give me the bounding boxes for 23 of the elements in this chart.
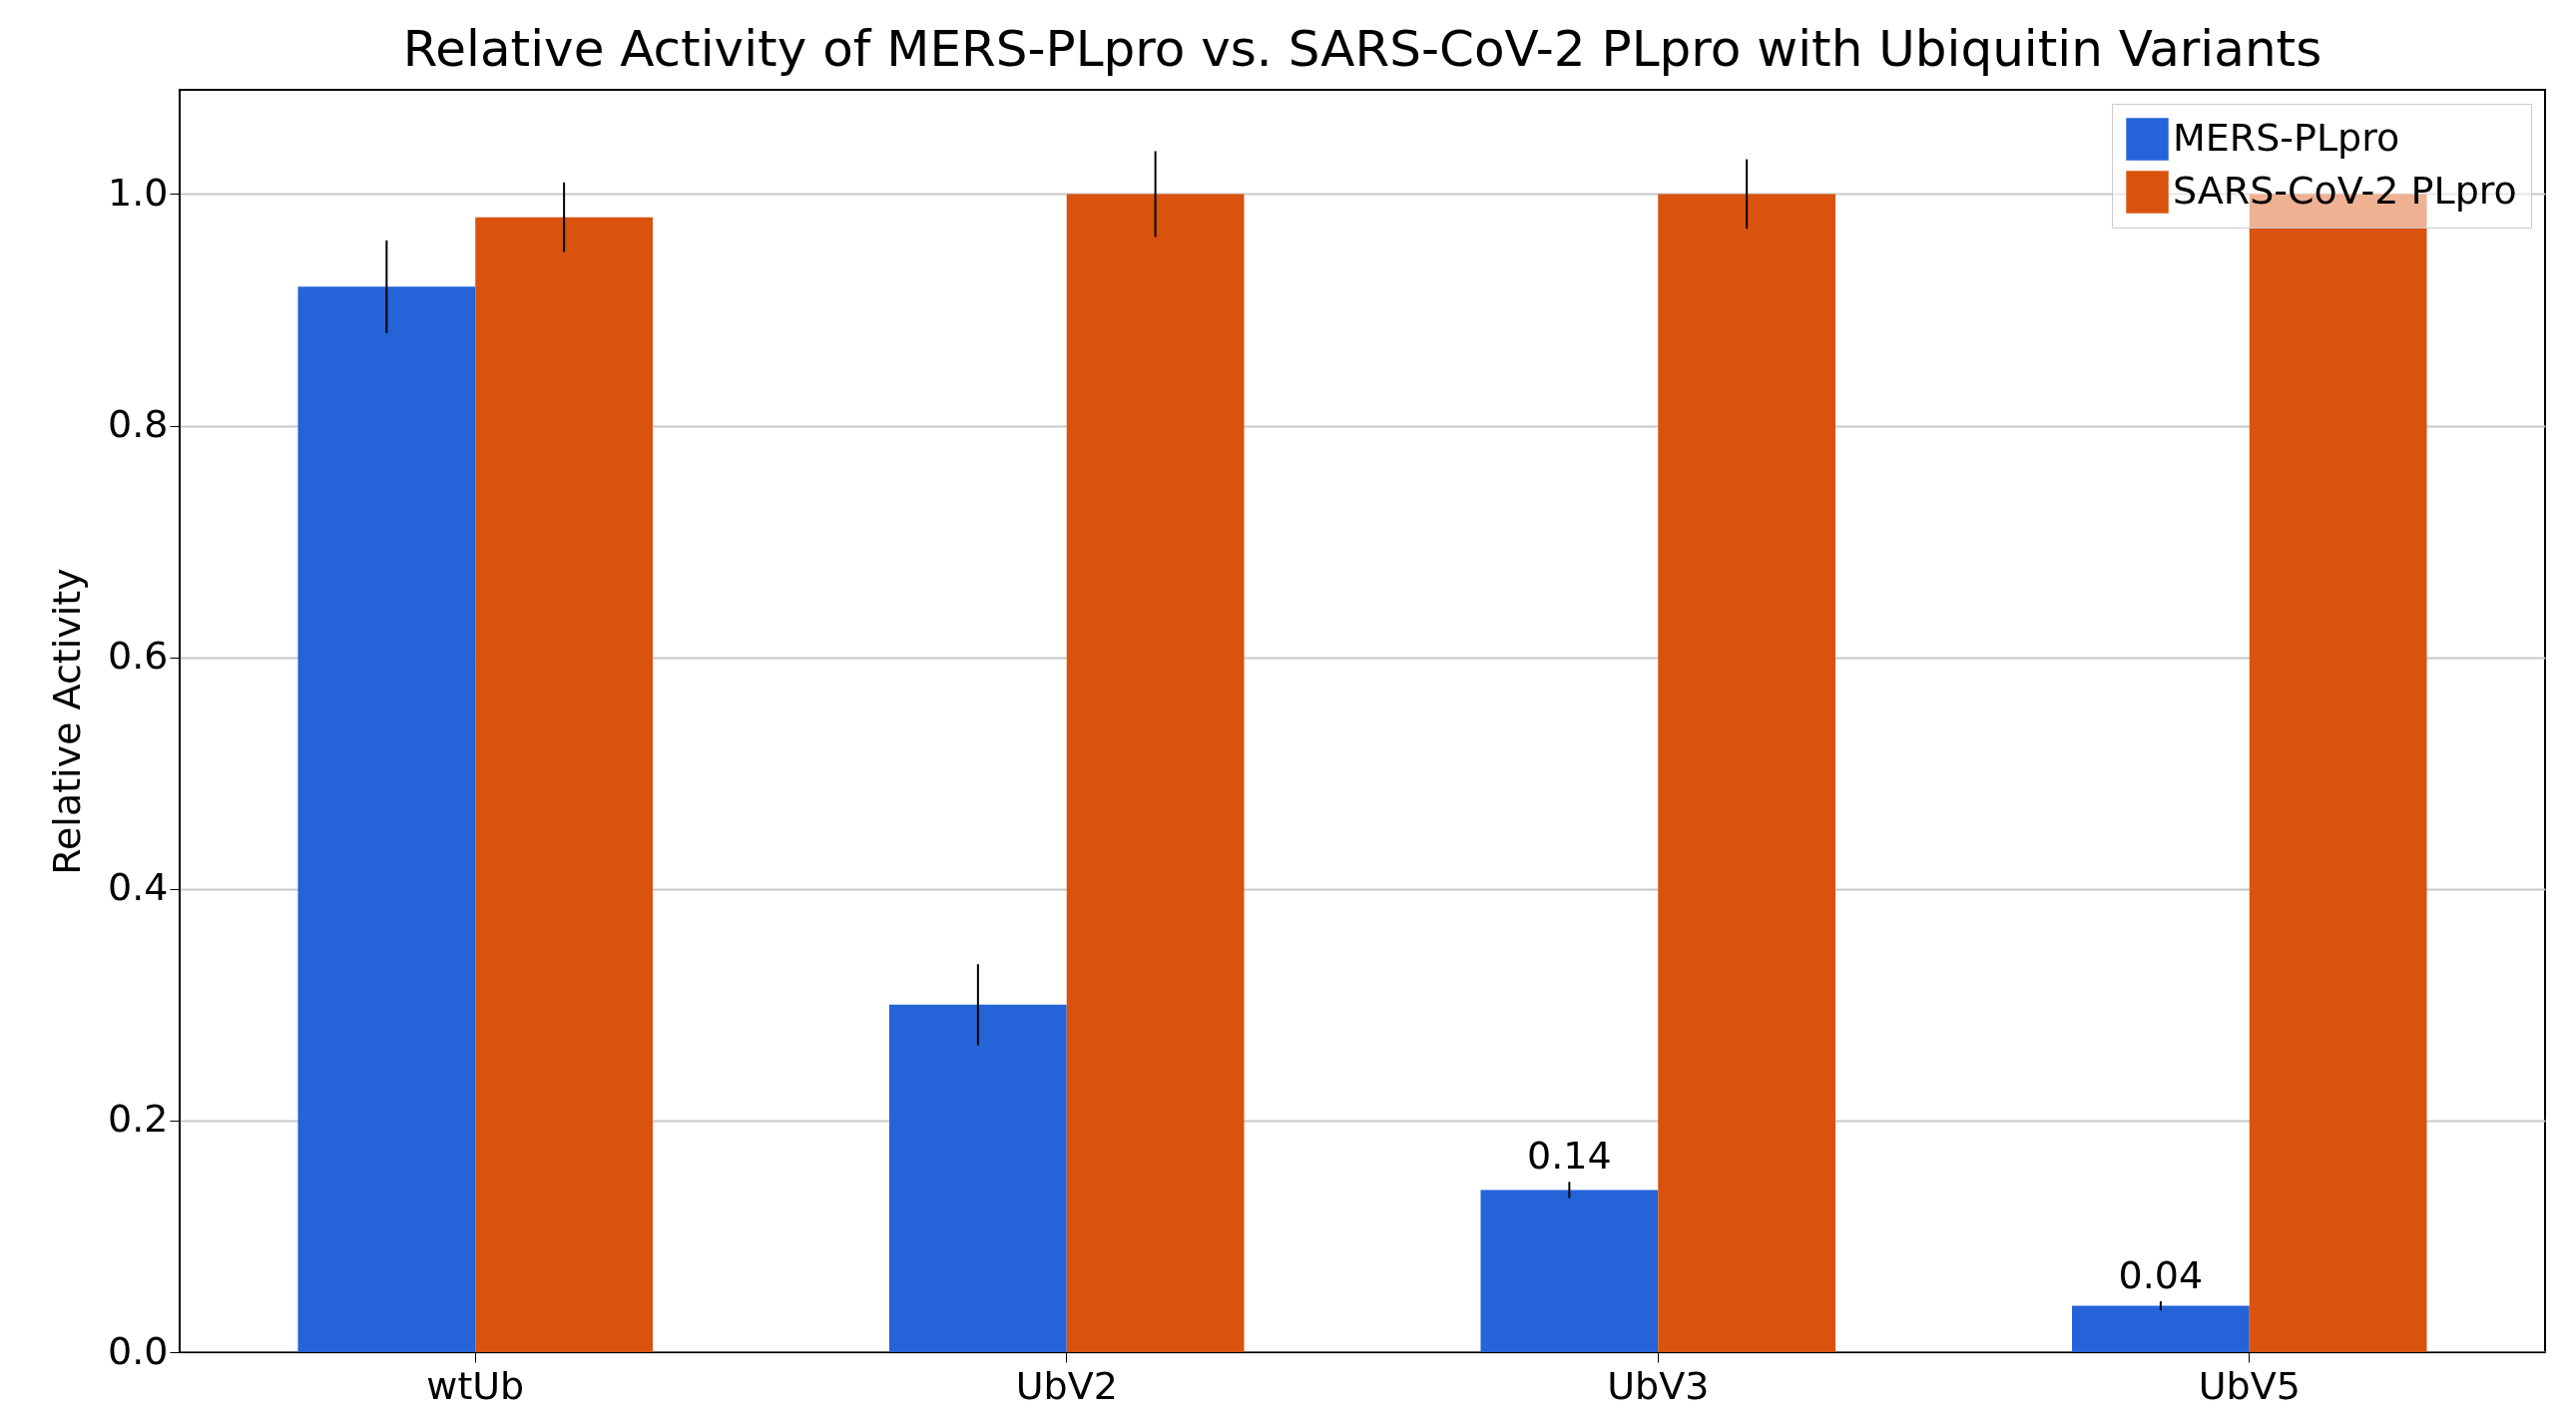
x-tick-label: UbV2	[1015, 1363, 1118, 1408]
bar	[475, 217, 653, 1352]
y-tick-label: 0.0	[108, 1328, 169, 1373]
data-label: 0.04	[2118, 1252, 2204, 1297]
bar	[1658, 194, 1835, 1352]
y-tick-label: 0.6	[108, 634, 169, 679]
bar	[1480, 1189, 1659, 1352]
y-tick-label: 0.2	[108, 1097, 169, 1142]
y-axis-title: Relative Activity	[45, 568, 90, 875]
legend-label: MERS-PLpro	[2173, 115, 2400, 160]
legend-label: SARS-CoV-2 PLpro	[2173, 168, 2517, 213]
x-tick-label: UbV5	[2198, 1363, 2301, 1408]
x-tick-label: wtUb	[426, 1363, 525, 1408]
data-label: 0.14	[1527, 1134, 1612, 1179]
bar	[1066, 194, 1245, 1352]
y-tick-label: 1.0	[108, 170, 169, 215]
bar	[297, 286, 476, 1352]
bar	[2072, 1305, 2250, 1352]
y-tick-label: 0.4	[108, 865, 169, 910]
bar	[889, 1004, 1067, 1352]
x-tick-label: UbV3	[1607, 1363, 1710, 1408]
y-tick-label: 0.8	[108, 402, 169, 447]
chart-title: Relative Activity of MERS-PLpro vs. SARS-CoV-2 PLpro with Ubiquitin Variants	[402, 20, 2322, 78]
